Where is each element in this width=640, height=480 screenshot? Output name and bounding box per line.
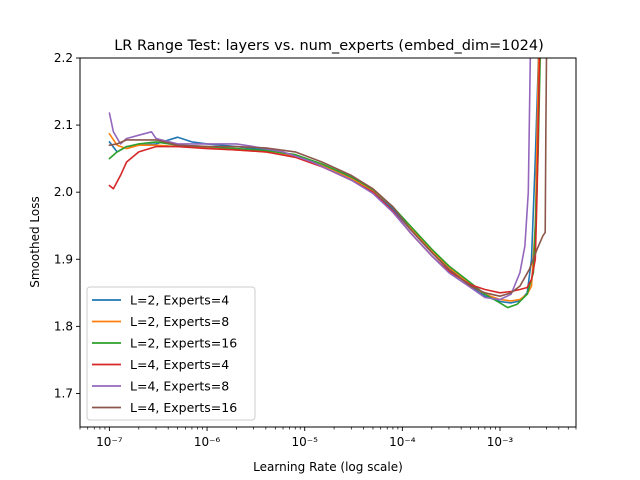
legend: L=2, Experts=4 L=2, Experts=8 L=2, Experts… [86, 286, 256, 421]
series-line-2 [108, 58, 540, 302]
x-axis: 10⁻⁷ 10⁻⁶ 10⁻⁵ 10⁻⁴ 10⁻³ [79, 427, 577, 449]
x-tick-label: 10⁻⁶ [194, 435, 221, 449]
legend-label: L=2, Experts=4 [130, 293, 229, 308]
series-line-6 [108, 58, 548, 297]
series-layer [108, 58, 548, 309]
y-tick-label: 2.2 [54, 51, 73, 65]
series-line-5 [108, 58, 532, 301]
x-axis-label: Learning Rate (log scale) [253, 460, 403, 474]
legend-label: L=4, Experts=8 [130, 379, 229, 394]
series-line-1 [108, 58, 540, 304]
legend-frame [86, 286, 256, 421]
y-tick-label: 2.0 [54, 185, 73, 199]
legend-label: L=4, Experts=16 [130, 400, 237, 415]
y-axis: 1.7 1.8 1.9 2.0 2.1 2.2 [54, 51, 80, 400]
series-line-4 [108, 58, 541, 294]
x-tick-label: 10⁻⁵ [291, 435, 318, 449]
y-tick-label: 1.9 [54, 252, 73, 266]
plot-area-frame [79, 57, 577, 428]
x-tick-label: 10⁻⁴ [389, 435, 416, 449]
legend-label: L=2, Experts=16 [130, 336, 237, 351]
legend-label: L=2, Experts=8 [130, 314, 229, 329]
legend-label: L=4, Experts=4 [130, 357, 229, 372]
y-tick-label: 1.7 [54, 386, 73, 400]
chart-title: LR Range Test: layers vs. num_experts (e… [114, 38, 544, 54]
y-tick-label: 1.8 [54, 319, 73, 333]
series-line-3 [108, 58, 542, 309]
x-tick-label: 10⁻⁷ [96, 435, 123, 449]
x-tick-label: 10⁻³ [487, 435, 514, 449]
y-tick-label: 2.1 [54, 118, 73, 132]
y-axis-label: Smoothed Loss [28, 196, 42, 287]
